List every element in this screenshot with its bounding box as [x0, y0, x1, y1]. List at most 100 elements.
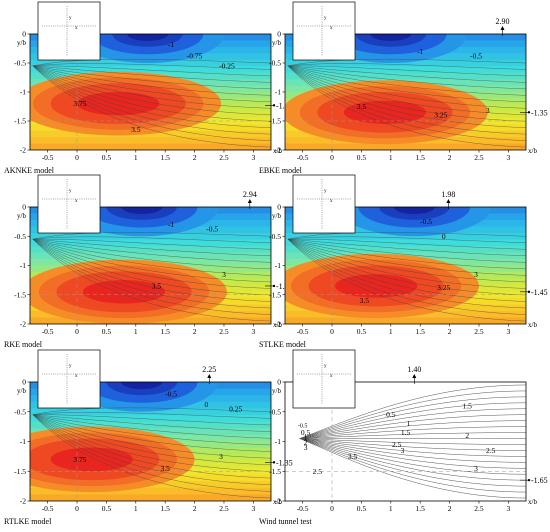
isoline: [287, 236, 526, 243]
contour-label: -1: [168, 220, 174, 229]
isoline: [32, 414, 271, 432]
annotation-dot: [272, 461, 276, 464]
annotation-value: -1.35: [531, 108, 548, 117]
isoline: [299, 408, 526, 439]
isoline: [287, 59, 526, 67]
contour-label: 3.5: [357, 102, 367, 111]
isoline: [32, 414, 271, 472]
contour-label: 3: [474, 464, 478, 473]
annotation-dot: [527, 478, 531, 482]
isoline: [32, 239, 271, 289]
isoline: [287, 65, 526, 128]
isoline: [287, 65, 526, 148]
isoline: [287, 65, 526, 122]
contour-label: 2.5: [313, 467, 323, 476]
isoline: [32, 65, 271, 96]
x-tick-label: 1.5: [416, 153, 426, 162]
y-tick-label: -1.5: [14, 467, 26, 476]
isoline: [299, 438, 526, 451]
y-tick-label: 0: [22, 203, 26, 212]
field-band: [30, 252, 271, 260]
x-tick-label: 1: [389, 153, 393, 162]
annotation-arrowhead: [446, 199, 451, 203]
inset-label: y: [69, 16, 72, 21]
isoline: [32, 239, 271, 256]
annotation-value: -1.45: [531, 288, 548, 297]
x-tick-label: 0.5: [102, 153, 112, 162]
y-axis-label: y/b: [17, 39, 26, 47]
isoline: [32, 65, 271, 83]
contour-label: 1: [407, 419, 411, 428]
field-band: [30, 59, 271, 67]
inset-label: x: [75, 26, 78, 31]
isoline: [299, 390, 526, 439]
panel-caption: RKE model: [4, 340, 43, 349]
contour-label: 1.5: [401, 428, 411, 437]
x-tick-label: -0.5: [42, 153, 54, 162]
contour-label: 3: [304, 443, 308, 452]
y-tick-label: -2: [275, 146, 281, 155]
isoline: [32, 412, 271, 419]
x-tick-label: 1.5: [161, 327, 171, 336]
isoline: [32, 414, 271, 426]
y-tick-label: -0.5: [14, 407, 26, 416]
annotation-value: 1.98: [441, 190, 455, 199]
isoline: [287, 65, 526, 115]
y-tick-label: -0.5: [269, 59, 281, 68]
isoline: [299, 414, 526, 439]
field-band: [285, 143, 526, 150]
isoline: [32, 239, 271, 315]
inset-diagram: [292, 1, 356, 61]
isoline: [32, 232, 271, 240]
isoline: [287, 239, 526, 289]
y-tick-label: 0: [277, 203, 281, 212]
panel-caption: RTLKE model: [4, 517, 52, 526]
isoline: [299, 420, 526, 439]
x-tick-label: 1: [389, 504, 393, 513]
x-tick-label: 2: [193, 153, 197, 162]
contour-label: 3: [474, 270, 478, 279]
contour-label: 2: [304, 438, 308, 447]
field: [285, 34, 526, 150]
x-tick-label: 1: [134, 327, 138, 336]
inset-diagram: [292, 349, 356, 409]
contour-label: -0.75: [187, 52, 203, 61]
x-tick-label: 0: [330, 327, 334, 336]
isoline: [287, 239, 526, 276]
isoline: [287, 239, 526, 256]
x-tick-label: 2.5: [219, 327, 229, 336]
x-tick-label: -0.5: [297, 327, 309, 336]
x-tick-label: 1.5: [161, 504, 171, 513]
annotation-value: 1.40: [407, 365, 421, 374]
isoline: [287, 63, 526, 70]
contour-label: -0.5: [298, 423, 308, 429]
x-tick-label: -0.5: [42, 504, 54, 513]
isoline: [32, 239, 271, 322]
isoline: [32, 414, 271, 492]
contour-label: -1: [168, 40, 174, 49]
y-tick-label: -1: [20, 437, 26, 446]
x-tick-label: 2.5: [474, 153, 484, 162]
contour-label: 0: [442, 232, 446, 241]
isoline: [32, 414, 271, 459]
isoline: [287, 239, 526, 263]
field-band: [30, 428, 271, 436]
contour-label: -1: [417, 47, 423, 56]
isoline: [32, 236, 271, 243]
annotation-value: -1.23: [276, 101, 293, 110]
field-band: [30, 487, 271, 495]
y-tick-label: -1.5: [269, 290, 281, 299]
inset-label: y: [69, 189, 72, 194]
isoline: [287, 65, 526, 96]
x-tick-label: 0: [330, 153, 334, 162]
field-dip: [393, 207, 435, 215]
inset-diagram: [37, 349, 101, 409]
x-axis-label: x/b: [273, 321, 282, 329]
isoline: [287, 239, 526, 283]
field-band: [30, 137, 271, 145]
inset-label: y: [324, 364, 327, 369]
x-tick-label: 2: [193, 327, 197, 336]
y-tick-label: -2: [20, 497, 26, 506]
x-tick-label: 3: [251, 327, 255, 336]
isoline: [287, 239, 526, 270]
